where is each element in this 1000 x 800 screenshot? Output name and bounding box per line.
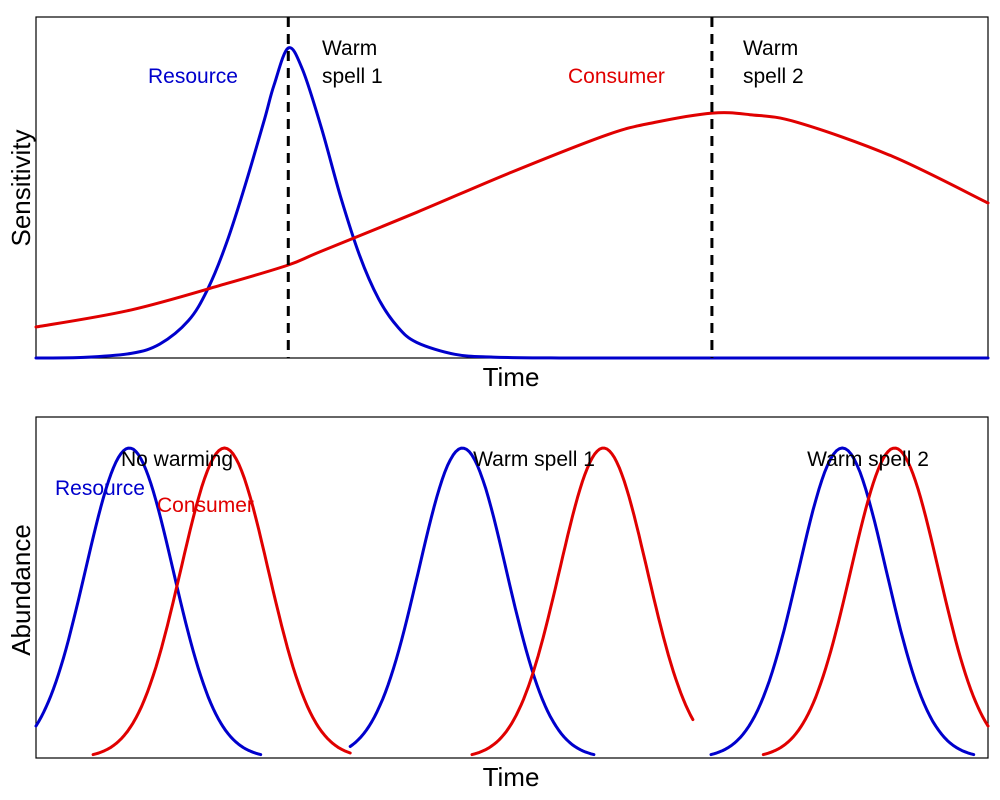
resource-abundance-curve-3 — [709, 446, 976, 757]
top-curves — [34, 46, 990, 360]
top-y-axis-title: Sensitivity — [6, 129, 36, 246]
resource-sensitivity-line — [34, 46, 990, 360]
warm-spell-2-panel-label: Warm spell 2 — [807, 448, 929, 471]
top-x-axis-title: Time — [483, 362, 540, 392]
bottom-x-axis-title: Time — [483, 762, 540, 792]
bottom-resource-label: Resource — [55, 477, 145, 500]
consumer-sensitivity-line — [34, 111, 990, 329]
consumer-abundance-curve-1 — [91, 446, 352, 757]
resource-abundance-curve-2 — [348, 446, 596, 757]
warm-spell-1-panel-label: Warm spell 1 — [473, 448, 595, 471]
consumer-series-label: Consumer — [568, 65, 665, 88]
consumer-abundance-curve-3 — [761, 446, 990, 757]
resource-abundance-curve-1 — [34, 446, 263, 757]
bottom-consumer-label: Consumer — [157, 494, 254, 517]
consumer-abundance-curve-2 — [470, 446, 695, 757]
top-panel: Resource Consumer Warm spell 1 Warm spel… — [6, 16, 990, 392]
no-warming-label: No warming — [121, 448, 233, 471]
bottom-y-axis-title: Abundance — [6, 524, 36, 656]
warm-spell-2-label-line2: spell 2 — [743, 65, 804, 88]
warm-spell-2-label-line1: Warm — [743, 37, 798, 60]
warm-spell-1-label-line1: Warm — [322, 37, 377, 60]
bottom-curves — [34, 446, 990, 757]
warm-spell-1-label-line2: spell 1 — [322, 65, 383, 88]
resource-series-label: Resource — [148, 65, 238, 88]
bottom-panel: No warming Warm spell 1 Warm spell 2 Res… — [6, 416, 990, 792]
bottom-plot-frame — [35, 416, 989, 759]
